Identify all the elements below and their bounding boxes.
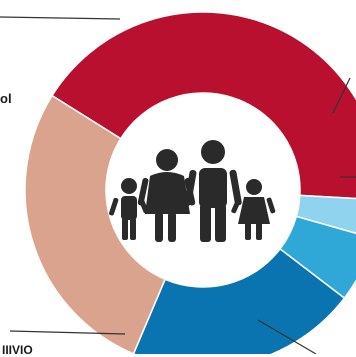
slice-label-left: ol [0,91,12,106]
family-icon [109,140,276,242]
slice-label-bottom: IIIVIO [2,343,33,357]
leader-line-top-left [0,16,121,20]
leader-line-bottom-left [9,330,126,335]
leader-lines [0,16,356,354]
leader-line-top-right [332,77,351,114]
leader-line-bottom-right [257,319,317,354]
